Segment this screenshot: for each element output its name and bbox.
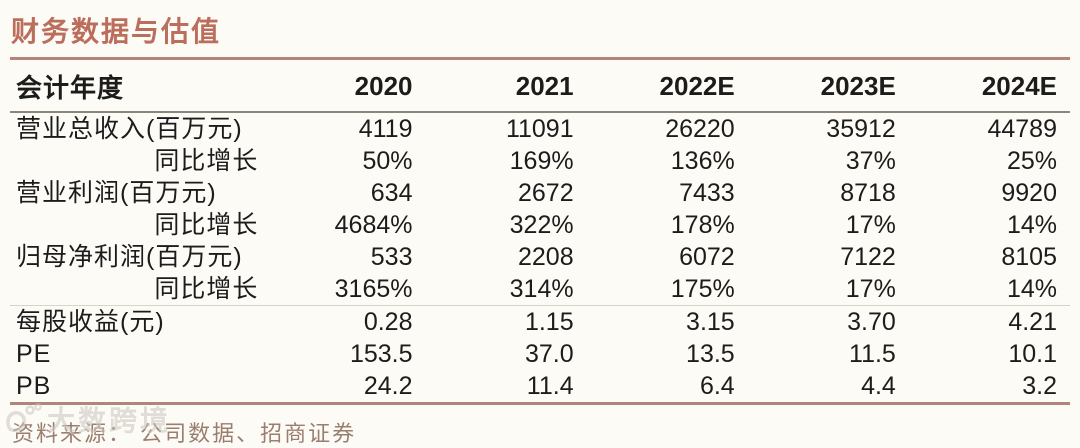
table-row-pb: PB 24.2 11.4 6.4 4.4 3.2	[10, 370, 1070, 404]
table-cell: 50%	[362, 147, 413, 175]
row-label: 同比增长	[154, 211, 259, 239]
table-cell: 322%	[509, 211, 574, 239]
column-header-2021: 2021	[425, 58, 587, 113]
column-header-fiscal-year: 会计年度	[10, 58, 265, 113]
table-cell: 3.15	[586, 305, 748, 338]
table-cell: 44789	[987, 115, 1057, 143]
table-cell: 4.4	[861, 372, 896, 400]
table-cell: 4.21	[908, 305, 1070, 338]
table-cell: 14%	[1006, 275, 1057, 303]
table-cell: 17%	[845, 211, 896, 239]
financial-data-table: 会计年度 2020 2021 2022E 2023E 2024E 营业总收入(百…	[10, 57, 1070, 405]
row-label: 每股收益(元)	[10, 305, 265, 338]
column-header-2024e: 2024E	[908, 58, 1070, 113]
table-row-operating-profit: 营业利润(百万元) 634 2672 7433 8718 9920	[10, 177, 1070, 209]
row-label: 营业利润(百万元)	[16, 179, 217, 207]
table-cell: 35912	[826, 115, 896, 143]
table-cell: 8718	[840, 179, 896, 207]
table-cell: 0.28	[264, 305, 426, 338]
table-row-operating-profit-yoy-growth: 同比增长 4684% 322% 178% 17% 14%	[10, 209, 1070, 241]
source-note: 资料来源： 公司数据、招商证券	[12, 421, 357, 446]
table-cell: 6072	[679, 243, 735, 271]
table-cell: 178%	[670, 211, 735, 239]
table-row-eps: 每股收益(元) 0.28 1.15 3.15 3.70 4.21	[10, 305, 1070, 338]
table-cell: 136%	[670, 147, 735, 175]
row-label: 营业总收入(百万元)	[16, 115, 243, 143]
table-cell: 11.4	[526, 372, 574, 400]
table-cell: 11091	[505, 115, 574, 143]
table-cell: 37.0	[524, 340, 574, 368]
table-cell: 634	[370, 179, 413, 207]
table-cell: 17%	[845, 275, 896, 303]
table-cell: 37%	[845, 147, 896, 175]
column-header-2023e: 2023E	[747, 58, 909, 113]
table-cell: 25%	[1006, 147, 1057, 175]
table-cell: 14%	[1006, 211, 1057, 239]
table-cell: 4119	[358, 115, 413, 143]
table-cell: 4684%	[334, 211, 413, 239]
table-row-revenue-yoy-growth: 同比增长 50% 169% 136% 37% 25%	[10, 145, 1070, 177]
column-header-2020: 2020	[264, 58, 426, 113]
table-cell: 169%	[509, 147, 574, 175]
table-cell: 26220	[665, 115, 735, 143]
row-label: PE	[16, 340, 52, 368]
row-label: PB	[16, 372, 52, 400]
table-cell: 11.5	[849, 340, 896, 368]
row-label: 归母净利润(百万元)	[16, 243, 243, 271]
table-row-pe: PE 153.5 37.0 13.5 11.5 10.1	[10, 338, 1070, 370]
table-cell: 3.2	[1022, 372, 1057, 400]
table-cell: 7433	[679, 179, 735, 207]
page-title: 财务数据与估值	[11, 16, 222, 47]
table-cell: 9920	[1001, 179, 1057, 207]
column-header-2022e: 2022E	[586, 58, 748, 113]
table-cell: 3.70	[747, 305, 909, 338]
table-row-net-profit: 归母净利润(百万元) 533 2208 6072 7122 8105	[10, 241, 1070, 273]
table-row-total-revenue: 营业总收入(百万元) 4119 11091 26220 35912 44789	[10, 112, 1070, 145]
table-row-net-profit-yoy-growth: 同比增长 3165% 314% 175% 17% 14%	[10, 273, 1070, 306]
table-cell: 7122	[840, 243, 896, 271]
table-cell: 533	[370, 243, 413, 271]
table-header-row: 会计年度 2020 2021 2022E 2023E 2024E	[10, 58, 1070, 113]
table-cell: 24.2	[363, 372, 413, 400]
table-cell: 2672	[517, 179, 574, 207]
row-label: 同比增长	[154, 147, 259, 175]
table-cell: 175%	[670, 275, 735, 303]
table-cell: 3165%	[334, 275, 413, 303]
table-cell: 153.5	[349, 340, 413, 368]
table-cell: 10.1	[1008, 340, 1057, 368]
table-cell: 6.4	[699, 372, 735, 400]
table-cell: 13.5	[686, 340, 735, 368]
row-label: 同比增长	[154, 275, 259, 303]
table-cell: 1.15	[425, 305, 587, 338]
table-cell: 2208	[517, 243, 574, 271]
table-cell: 8105	[1001, 243, 1057, 271]
table-cell: 314%	[509, 275, 574, 303]
